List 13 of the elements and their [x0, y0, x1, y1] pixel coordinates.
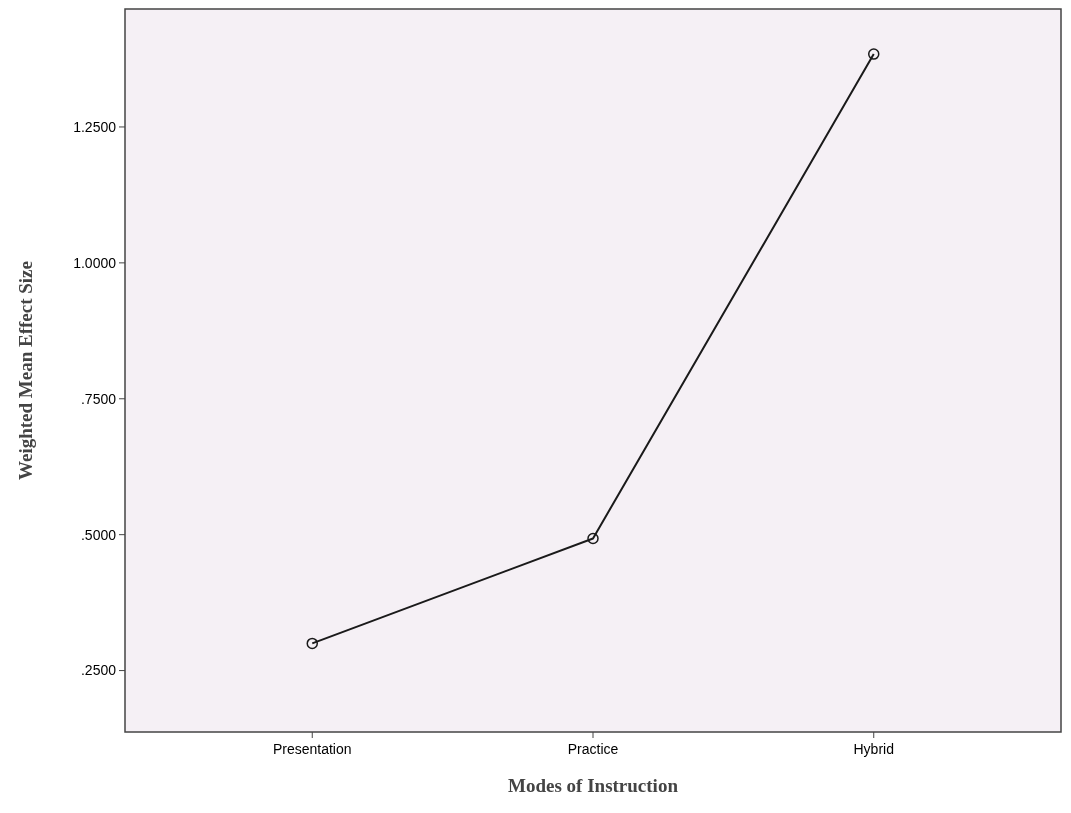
y-tick-label: .5000: [80, 526, 117, 543]
y-tick-label: .7500: [80, 390, 117, 407]
point: [306, 637, 319, 650]
x-tick-label: Hybrid: [853, 741, 894, 757]
x-tick-label: Presentation: [272, 741, 352, 757]
x-tick-label: Practice: [567, 741, 619, 757]
y-axis-title: Weighted Mean Effect Size: [15, 261, 36, 480]
point: [587, 532, 599, 545]
y-tick-label: 1.0000: [73, 254, 117, 271]
y-tick-label: .2500: [80, 662, 117, 679]
point: [867, 48, 880, 60]
x-axis-title: Modes of Instruction: [508, 775, 679, 796]
y-tick-label: 1.2500: [73, 118, 117, 135]
